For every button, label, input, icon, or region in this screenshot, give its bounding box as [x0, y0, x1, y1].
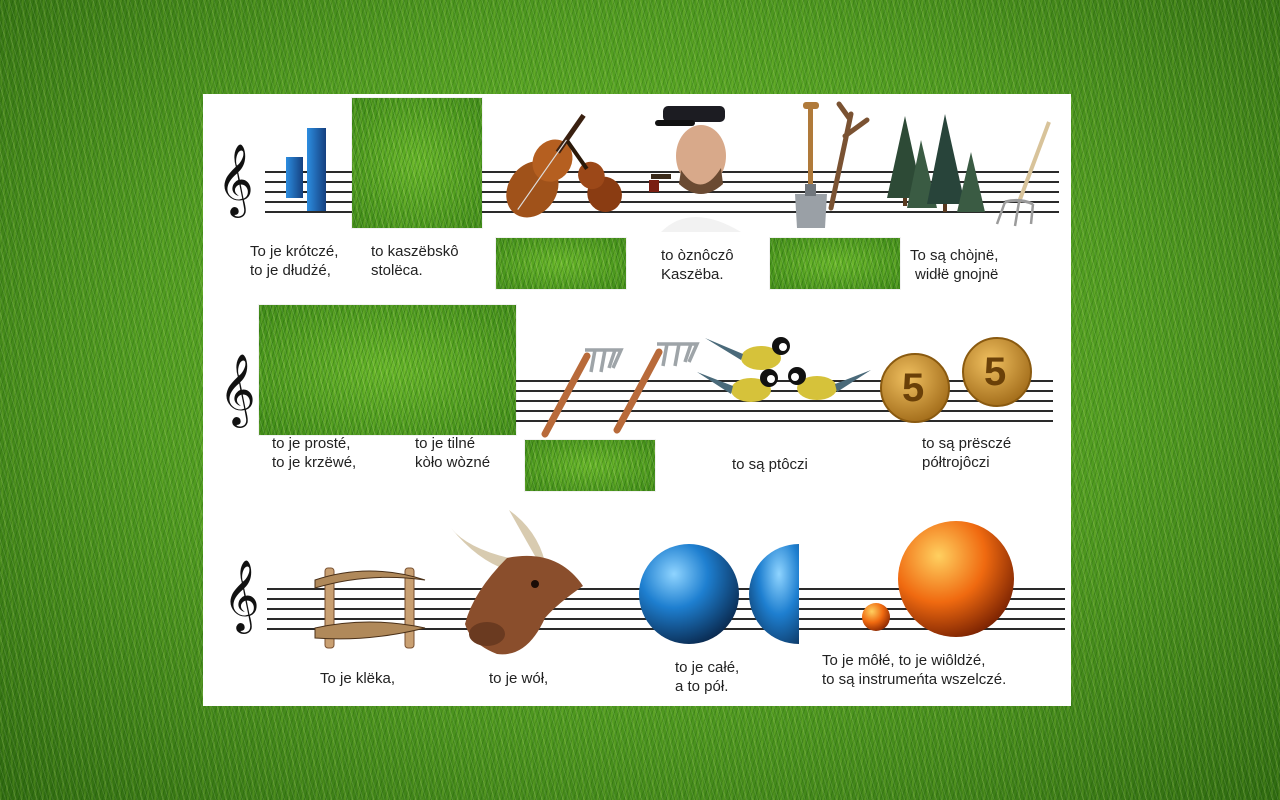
- caption-line: półtrojôczi: [922, 454, 990, 471]
- grass-tile-row2-images[interactable]: [259, 305, 516, 435]
- caption-line: to je tilné: [415, 435, 476, 452]
- cello-and-violin-icon: [506, 113, 622, 218]
- caption-line: to òznôczô: [661, 247, 734, 264]
- small-orange-sphere-icon: [862, 603, 890, 631]
- caption-coins: to są prësczé półtrojôczi: [922, 434, 1011, 472]
- caption-line: To są chòjnë,: [910, 247, 999, 264]
- staff-row-2: [265, 380, 1053, 422]
- coin-digit-right: 5: [984, 350, 1007, 394]
- caption-line: To je môłé, to je wiôldżé,: [822, 652, 986, 669]
- caption-line: Kaszëba.: [661, 266, 724, 283]
- treble-clef-icon: 𝄞: [219, 352, 256, 425]
- caption-yoke: To je klëka,: [320, 669, 395, 688]
- treble-clef-icon: 𝄞: [223, 558, 260, 631]
- grass-tile-instruments-caption[interactable]: [496, 238, 626, 289]
- caption-kashubian-man: to òznôczô Kaszëba.: [661, 246, 734, 284]
- caption-line: kòło wòzné: [415, 454, 491, 471]
- caption-line: to je wół,: [489, 670, 549, 687]
- caption-line: widłë gnojnë: [915, 266, 999, 283]
- five-cent-coins-icon: [880, 337, 1032, 423]
- coin-digit-left: 5: [902, 366, 925, 410]
- short-bar: [286, 157, 303, 198]
- caption-line: to je prosté,: [272, 435, 351, 452]
- long-bar: [307, 128, 326, 211]
- spade-and-fork-stick-icon: [795, 101, 870, 228]
- treble-clef-icon: 𝄞: [217, 142, 254, 215]
- caption-line: to je krzëwé,: [272, 454, 357, 471]
- caption-line: stolëca.: [371, 262, 423, 279]
- pitchfork-icon: [995, 121, 1051, 227]
- half-sphere-icon: [749, 544, 799, 644]
- caption-line: to są instrumeńta wszelczé.: [822, 671, 1007, 688]
- grass-tile-capital-image[interactable]: [352, 98, 482, 228]
- crooked-hoe-icon: [613, 342, 700, 434]
- caption-line: a to pół.: [675, 678, 729, 695]
- grass-tile-spade-caption[interactable]: [770, 238, 900, 289]
- large-orange-sphere-icon: [898, 521, 1014, 637]
- caption-ox: to je wół,: [489, 669, 548, 688]
- caption-short-long: To je krótczé, to je dłudżé,: [250, 242, 338, 280]
- yoke-frame-icon: [314, 567, 426, 649]
- straight-hoe-icon: [541, 348, 624, 438]
- caption-kashubian-capital: to kaszëbskô stolëca.: [371, 242, 459, 280]
- caption-whole-half: to je całé, a to pół.: [675, 658, 739, 696]
- caption-line: to są ptôczi: [732, 456, 808, 473]
- spruce-trees-icon: [887, 114, 985, 212]
- caption-trees-fork: To są chòjnë, widłë gnojnë: [910, 246, 998, 284]
- grass-tile-hoes-caption[interactable]: [525, 440, 655, 491]
- ox-head-icon: [451, 510, 583, 655]
- caption-line: To je krótczé,: [250, 243, 339, 260]
- caption-line: To je klëka,: [320, 670, 396, 687]
- caption-line: to je całé,: [675, 659, 740, 676]
- caption-rear-wheel: to je tilné kòło wòzné: [415, 434, 490, 472]
- kashubian-man-with-pipe-icon: [649, 106, 741, 232]
- caption-birds: to są ptôczi: [732, 455, 808, 474]
- caption-line: to kaszëbskô: [371, 243, 459, 260]
- staff-row-1: [265, 171, 1059, 215]
- caption-line: to je dłudżé,: [250, 262, 331, 279]
- bar-chart-icon: [286, 128, 326, 211]
- caption-line: to są prësczé: [922, 435, 1012, 452]
- caption-small-large: To je môłé, to je wiôldżé, to są instrum…: [822, 651, 1006, 689]
- caption-straight-crooked: to je prosté, to je krzëwé,: [272, 434, 356, 472]
- titmice-birds-icon: [697, 337, 871, 402]
- whole-sphere-icon: [639, 544, 739, 644]
